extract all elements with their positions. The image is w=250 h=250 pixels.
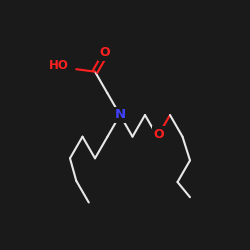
Text: O: O	[100, 46, 110, 59]
Text: HO: HO	[49, 59, 69, 72]
Text: N: N	[114, 108, 126, 122]
Text: O: O	[154, 128, 164, 141]
